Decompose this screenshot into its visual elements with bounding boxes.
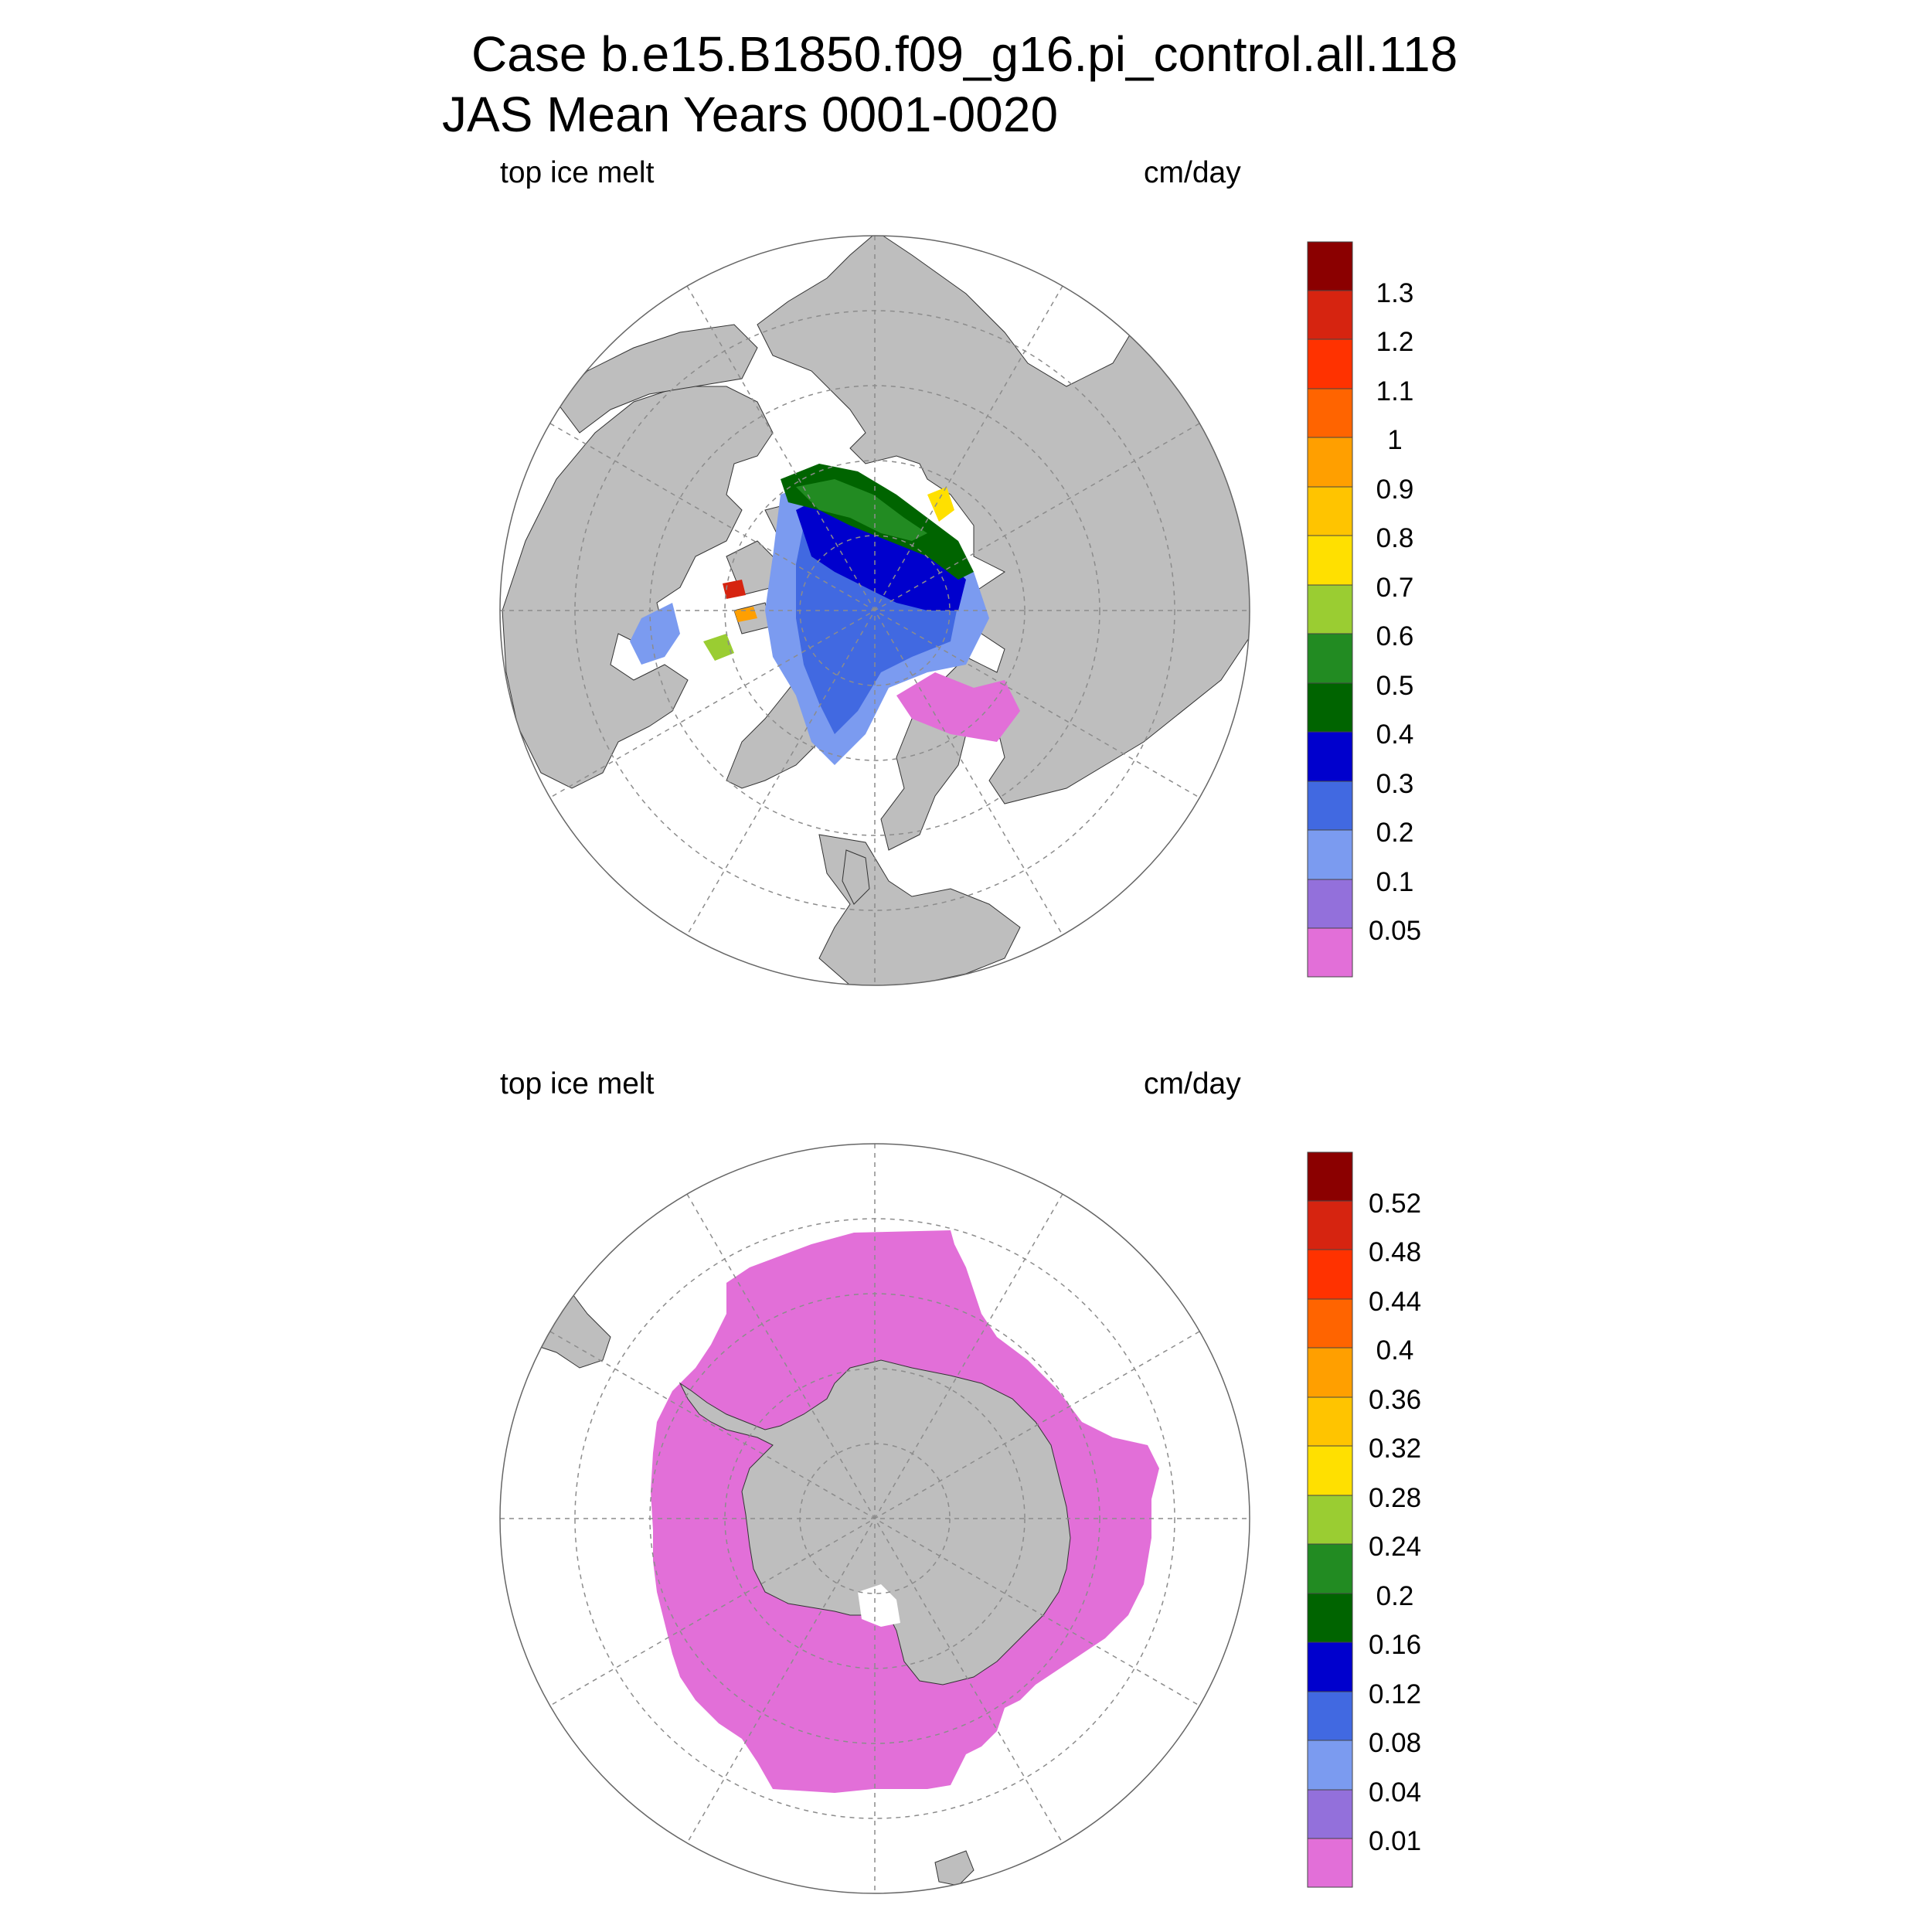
south-colorbar-tick-label: 0.32 [1369,1434,1421,1464]
north-colorbar: 1.3 1.2 1.1 1 0.9 0.8 0.7 0.6 0.5 0.4 0.… [1307,241,1421,978]
north-colorbar-tick-label: 0.6 [1376,621,1414,651]
south-colorbar-swatch [1307,1691,1353,1741]
south-colorbar-swatch [1307,1200,1353,1250]
north-colorbar-swatch [1307,584,1353,634]
europe-landmass [818,834,1021,985]
melt-band-0.6 [703,634,734,661]
north-colorbar-swatch [1307,241,1353,291]
north-colorbar-tick-label: 0.9 [1376,474,1414,505]
antarctic-fields [509,1230,1159,1886]
south-colorbar-swatch [1307,1593,1353,1643]
north-colorbar-swatch [1307,437,1353,488]
arctic-map [499,235,1250,986]
arctic-land [502,236,1250,985]
south-panel-units-label: cm/day [1144,1067,1241,1100]
south-colorbar-swatch [1307,1298,1353,1349]
melt-band-0.7 [927,487,954,522]
south-colorbar-tick-label: 0.12 [1369,1679,1421,1709]
north-colorbar-swatch [1307,879,1353,929]
south-colorbar-tick-label: 0.04 [1369,1777,1421,1808]
north-colorbar-tick-label: 1.1 [1376,376,1414,406]
south-colorbar-tick-label: 0.28 [1369,1483,1421,1513]
south-colorbar-tick-label: 0.48 [1369,1237,1421,1267]
south-colorbar-tick-label: 0.24 [1369,1532,1421,1562]
north-colorbar-swatch [1307,633,1353,684]
north-colorbar-tick-label: 0.5 [1376,671,1414,701]
south-colorbar-swatch [1307,1151,1353,1202]
british-isles [842,849,870,905]
south-colorbar-swatch [1307,1445,1353,1496]
north-colorbar-tick-label: 1 [1387,425,1402,455]
north-panel-variable-label: top ice melt [500,156,655,189]
north-colorbar-tick-label: 0.4 [1376,719,1414,750]
arctic-map-border [499,235,1250,986]
north-colorbar-tick-label: 1.3 [1376,278,1414,308]
figure-title-case: Case b.e15.B1850.f09_g16.pi_control.all.… [471,26,1458,82]
south-panel-variable-label: top ice melt [500,1067,655,1100]
south-colorbar-swatch [1307,1495,1353,1545]
melt-band-0.05 [896,672,1020,742]
melt-band-hudson [630,603,680,665]
alaska-landmass [556,324,758,434]
arctic-graticule [500,236,1250,985]
south-colorbar-swatch [1307,1249,1353,1300]
south-colorbar: 0.52 0.48 0.44 0.4 0.36 0.32 0.28 0.24 0… [1307,1151,1421,1888]
north-colorbar-swatch [1307,388,1353,438]
south-colorbar-tick-label: 0.08 [1369,1728,1421,1758]
south-colorbar-swatch [1307,1641,1353,1692]
north-colorbar-tick-label: 0.2 [1376,818,1414,848]
antarctic-map-border [499,1143,1250,1894]
south-colorbar-swatch [1307,1396,1353,1447]
south-colorbar-swatch [1307,1838,1353,1888]
north-colorbar-swatch [1307,290,1353,340]
new-zealand-hint [934,1850,975,1886]
south-colorbar-tick-label: 0.2 [1376,1581,1414,1611]
arctic-ice-melt-field [630,464,1020,765]
melt-band-1.2 [723,580,746,599]
north-colorbar-tick-label: 0.7 [1376,573,1414,603]
ross-embayment [858,1584,900,1627]
north-colorbar-swatch [1307,927,1353,978]
south-colorbar-swatch [1307,1347,1353,1398]
north-colorbar-tick-label: 0.3 [1376,769,1414,799]
melt-band-0.3 [796,495,966,611]
figure-title-period: JAS Mean Years 0001-0020 [442,87,1059,142]
south-colorbar-tick-label: 0.16 [1369,1630,1421,1660]
south-colorbar-tick-label: 0.44 [1369,1287,1421,1317]
antarctic-graticule [500,1144,1250,1893]
south-colorbar-swatch [1307,1543,1353,1594]
north-colorbar-swatch [1307,682,1353,733]
antarctic-map [499,1143,1250,1894]
south-colorbar-swatch [1307,1740,1353,1791]
antarctica-landmass [679,1359,1071,1685]
south-colorbar-tick-label: 0.52 [1369,1189,1421,1219]
north-colorbar-tick-label: 1.2 [1376,327,1414,357]
south-colorbar-tick-label: 0.36 [1369,1385,1421,1415]
north-colorbar-tick-label: 0.1 [1376,867,1414,897]
south-colorbar-tick-label: 0.01 [1369,1826,1421,1856]
south-colorbar-tick-label: 0.4 [1376,1335,1414,1366]
north-panel-units-label: cm/day [1144,156,1241,189]
north-colorbar-swatch [1307,781,1353,831]
north-colorbar-swatch [1307,829,1353,880]
north-colorbar-swatch [1307,486,1353,536]
north-colorbar-tick-label: 0.8 [1376,523,1414,553]
north-colorbar-tick-label: 0.05 [1369,916,1421,946]
north-colorbar-swatch [1307,535,1353,586]
melt-band-0.5 [796,479,927,541]
north-colorbar-swatch [1307,338,1353,389]
north-colorbar-swatch [1307,731,1353,782]
south-colorbar-swatch [1307,1789,1353,1839]
